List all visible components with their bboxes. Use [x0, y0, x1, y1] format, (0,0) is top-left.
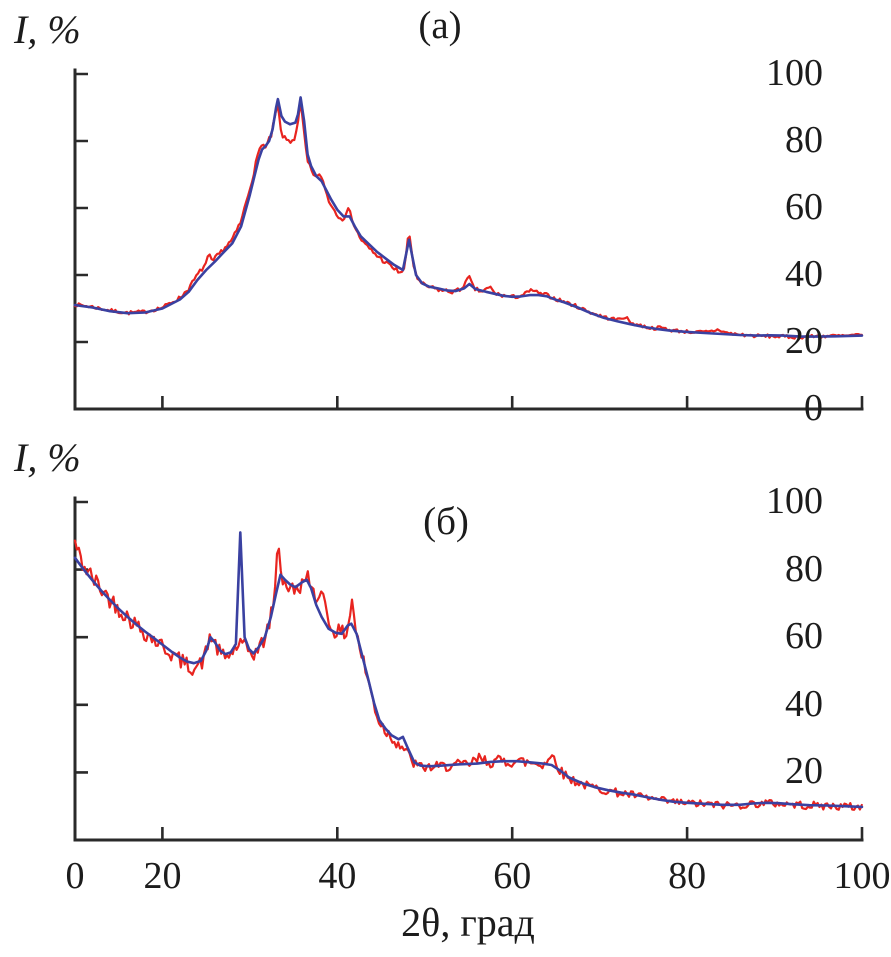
y-tick-label: 100	[766, 480, 823, 523]
y-tick-label: 80	[785, 547, 823, 590]
panel-a-y-axis-label: I, %	[14, 7, 81, 52]
panel-a-tick-marks	[75, 72, 864, 409]
panel-a	[73, 68, 864, 411]
y-tick-label: 20	[785, 750, 823, 793]
x-axis-title: 2θ, град	[401, 900, 535, 945]
x-tick-label: 60	[493, 855, 532, 897]
x-tick-label: 0	[65, 855, 85, 897]
y-tick-label: 20	[785, 320, 823, 363]
panel-b-axes	[73, 496, 864, 842]
y-tick-label: 60	[785, 186, 823, 229]
x-tick-label: 20	[143, 855, 182, 897]
panel-b	[73, 496, 864, 842]
y-tick-label: 0	[804, 387, 823, 430]
panel-b-label: (б)	[423, 500, 469, 543]
x-tick-label: 40	[318, 855, 357, 897]
panel-b-experimental-curve	[73, 539, 863, 811]
panel-a-axes	[73, 68, 864, 411]
panel-b-tick-marks	[75, 500, 864, 840]
x-tick-label: 80	[668, 855, 707, 897]
y-tick-label: 40	[785, 253, 823, 296]
y-tick-label: 40	[785, 683, 823, 726]
y-tick-label: 100	[766, 52, 823, 95]
panel-a-label: (а)	[418, 4, 462, 47]
panel-a-experimental-curve	[73, 101, 863, 340]
x-tick-label: 100	[833, 855, 891, 897]
y-tick-label: 60	[785, 615, 823, 658]
panel-a-smoothed-curve	[73, 96, 864, 338]
y-tick-label: 80	[785, 119, 823, 162]
panel-b-y-axis-label: I, %	[14, 435, 81, 480]
panel-b-smoothed-curve	[73, 531, 864, 809]
